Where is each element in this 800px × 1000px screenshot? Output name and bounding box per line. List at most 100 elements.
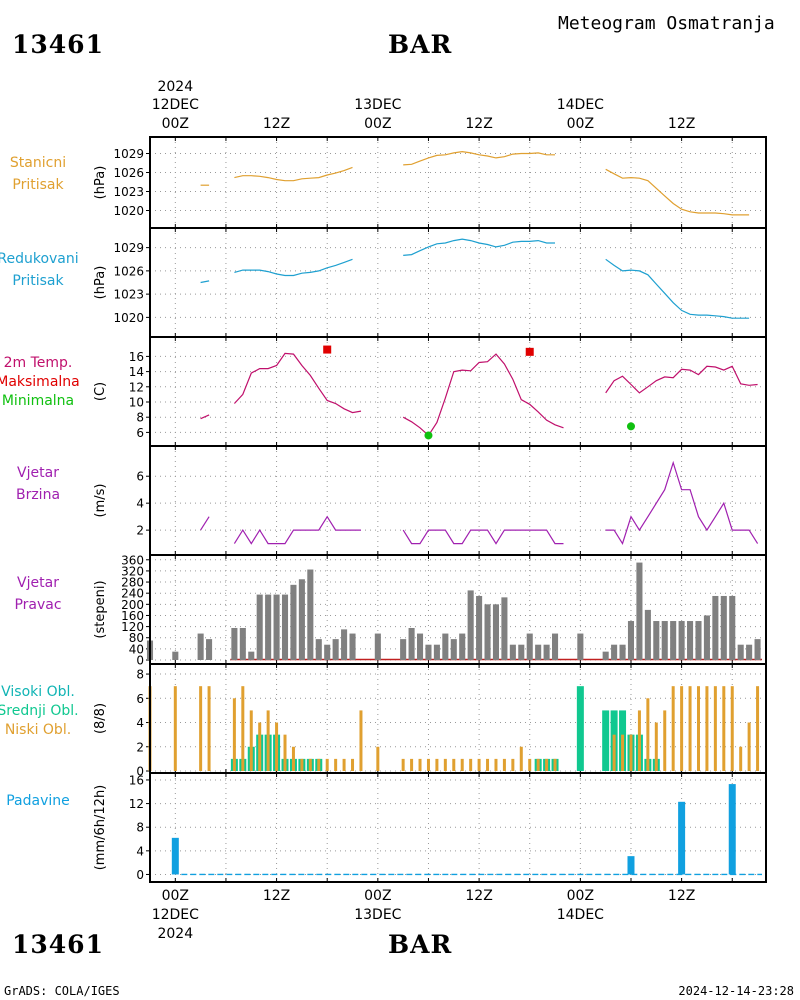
cloud-bar-low [688,686,692,771]
bottom-day-label: 14DEC [557,907,604,923]
wind-direction-bar [442,633,449,660]
y-tick-label: 1026 [113,166,144,180]
y-tick-label: 1029 [113,241,144,255]
panel-reduced-pressure [146,227,767,338]
y-tick-label: 0 [136,654,144,668]
wind-direction-bar [661,621,668,660]
y-tick-label: 1020 [113,311,144,325]
y-tick-label: 16 [129,350,144,364]
series-line [403,238,555,256]
y-tick-label: 1020 [113,204,144,218]
wind-direction-bar [602,651,609,660]
cloud-bar-low [401,758,405,771]
bottom-hour-label: 12Z [668,888,695,904]
wind-direction-bar [459,633,466,660]
wind-direction-bar [687,621,694,660]
wind-direction-bar [720,595,727,660]
bottom-hour-label: 00Z [162,888,189,904]
cloud-bar-low [317,758,321,771]
panel-frame [149,772,767,883]
wind-direction-bar [231,627,238,660]
wind-direction-bar [450,639,457,660]
cloud-bar-low [291,746,295,771]
top-day-label: 12DEC [152,97,199,113]
top-day-label: 13DEC [354,97,401,113]
y-tick-label: 12 [129,380,144,394]
wind-direction-bar [518,644,525,660]
label-line: Brzina [15,487,61,503]
y-tick-label: 40 [129,642,144,656]
cloud-bar-low [747,722,751,771]
cloud-bar-low [232,698,236,771]
y-tick-label: 16 [129,773,144,787]
y-tick-label: 2 [136,740,144,754]
cloud-bar-low [756,686,760,771]
wind-direction-bar [543,644,550,660]
wind-direction-bar [619,644,626,660]
cloud-bar-low [545,758,549,771]
cloud-bar-low [663,710,667,771]
wind-direction-bar [501,597,508,660]
y-tick-label: 4 [136,716,144,730]
wind-direction-bar [627,621,635,660]
y-tick-label: 14 [129,365,144,379]
wind-direction-bar [341,629,348,660]
label-line: Pritisak [12,273,64,289]
label-clouds: Visoki Obl. Srednji Obl. Niski Obl. [0,683,108,740]
cloud-bar-low [612,734,616,771]
wind-direction-bar [273,594,280,660]
y-axis-unit: (hPa) [93,166,108,200]
wind-direction-bar [248,651,255,660]
top-hour-label: 12Z [668,116,695,132]
cloud-bar-low [241,686,245,771]
wind-direction-bar [290,584,297,660]
cloud-bar-low [300,758,304,771]
label-wind-speed: Vjetar Brzina [0,462,108,506]
cloud-bar-low [705,686,709,771]
top-day-label: 14DEC [557,97,604,113]
cloud-bar-low [519,746,523,771]
cloud-bar-low [486,758,490,771]
y-tick-label: 1023 [113,185,144,199]
cloud-bar-low [722,686,726,771]
wind-direction-bar [281,594,289,660]
y-axis-unit: (m/s) [93,484,108,518]
label-line: 2m Temp. [3,355,73,371]
cloud-bar-low [443,758,447,771]
panel-frame [149,336,767,447]
wind-direction-bar [476,595,483,660]
top-hour-label: 00Z [567,116,594,132]
precip-bar [171,837,179,875]
wind-direction-bar [729,595,736,660]
wind-direction-bar [737,644,744,660]
cloud-bar-low [266,710,270,771]
label-line: Pravac [14,597,62,613]
wind-direction-bar [484,604,491,660]
cloud-bar-low [637,710,641,771]
cloud-bar-low [325,758,329,771]
cloud-bar-low [426,758,430,771]
cloud-bar-low [646,698,650,771]
min-temp-marker [626,422,635,431]
label-line: Pritisak [12,177,64,193]
label-line: Vjetar [17,465,59,481]
series-line [605,258,750,319]
wind-direction-bar [256,594,263,660]
wind-direction-bar [265,594,272,660]
y-tick-label: 200 [121,598,144,612]
bottom-hour-label: 12Z [465,888,492,904]
top-year-label: 2024 [157,79,193,95]
y-tick-label: 80 [129,631,144,645]
top-hour-label: 00Z [162,116,189,132]
timestamp: 2024-12-14-23:28 [678,984,794,998]
y-tick-label: 120 [121,620,144,634]
bottom-hour-label: 00Z [364,888,391,904]
cloud-bar-low [410,758,414,771]
cloud-bar-low [418,758,422,771]
station-name: BAR [388,30,453,59]
y-tick-label: 280 [121,576,144,590]
y-tick-label: 4 [136,844,144,858]
cloud-bar-low [452,758,456,771]
y-tick-label: 6 [136,470,144,484]
series-line [605,460,759,546]
